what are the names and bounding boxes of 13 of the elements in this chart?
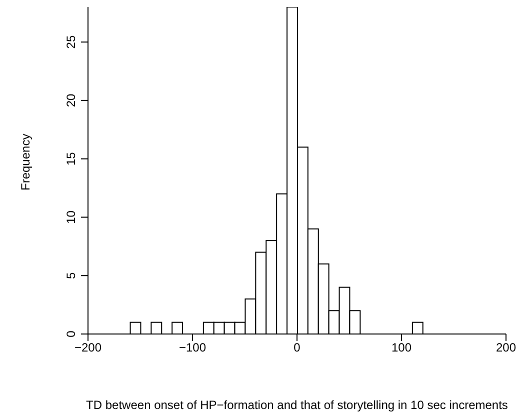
- x-axis-title: TD between onset of HP−formation and that of storytelling in 10 sec increments: [86, 398, 508, 412]
- y-tick-label: 20: [64, 93, 78, 108]
- y-axis-title: Frequency: [18, 134, 32, 190]
- x-tick-label: 100: [391, 340, 412, 355]
- y-tick-label: 15: [64, 152, 78, 166]
- y-tick-label: 5: [64, 272, 78, 279]
- y-tick-label: 25: [64, 35, 78, 49]
- x-tick-label: −100: [178, 340, 206, 355]
- x-tick-label: 200: [496, 340, 516, 355]
- x-tick-label: −200: [74, 340, 102, 355]
- y-tick-label: 0: [64, 330, 78, 338]
- y-tick-label: 10: [64, 210, 78, 224]
- x-tick-label: 0: [294, 340, 301, 355]
